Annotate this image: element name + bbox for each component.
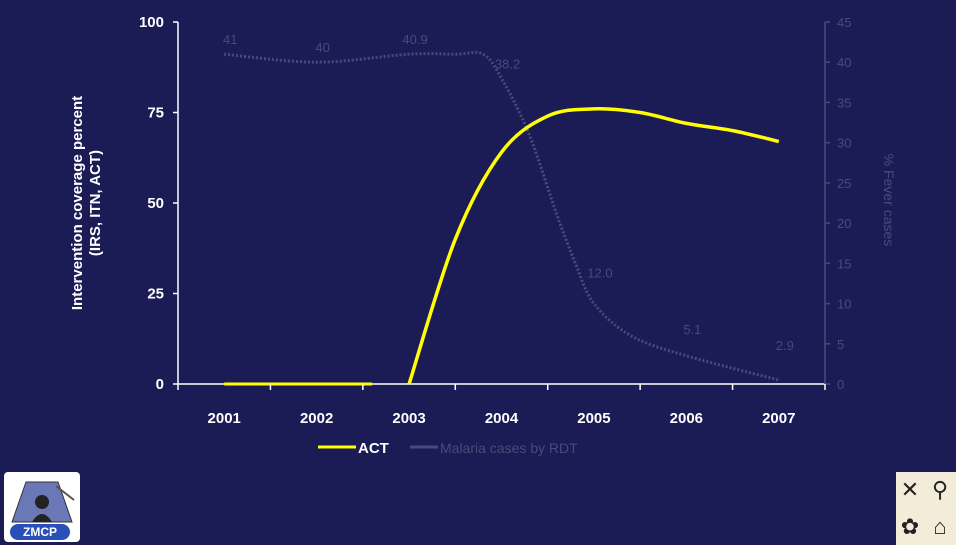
malaria-cases-data-label: 40.9 [402,32,427,47]
zmcp-logo: ZMCP [4,472,80,542]
x-tick-label: 2004 [485,410,519,427]
x-axis-ticks: 2001 2002 2003 2004 2005 2006 2007 [177,384,826,427]
right-tick-label: 5 [837,337,844,352]
malaria-cases-data-label: 41 [223,32,237,47]
house-icon: ⌂ [933,514,947,539]
legend: ACT Malaria cases by RDT [318,440,578,457]
right-tick-label: 0 [837,377,844,392]
malaria-cases-line [224,50,780,382]
zmcp-badge: ZMCP [10,524,70,540]
legend-act-label: ACT [358,440,389,457]
program-icons-logo: ✕ ⚲ ✿ ⌂ [896,472,956,545]
malaria-cases-data-label: 12.0 [587,265,612,280]
right-tick-label: 20 [837,216,851,231]
right-tick-label: 10 [837,297,851,312]
x-tick-label: 2001 [208,410,241,427]
mosquito-icon: ✕ [900,477,920,502]
left-axis-label-line: (IRS, ITN, ACT) [87,150,104,256]
right-axis-ticks: 0 5 10 15 20 25 30 35 40 45 [825,15,851,392]
x-tick-label: 2007 [762,410,795,427]
microscope-icon: ⚲ [931,477,949,502]
malaria-cases-data-label: 5.1 [683,322,701,337]
fan-icon: ✿ [900,514,920,539]
left-tick-label: 0 [156,376,164,393]
right-tick-label: 30 [837,136,851,151]
malaria-cases-data-label: 40 [315,40,329,55]
right-tick-label: 25 [837,176,851,191]
left-axis-label-line: Intervention coverage percent [69,96,86,310]
x-tick-label: 2006 [670,410,703,427]
left-tick-label: 75 [147,105,164,122]
right-tick-label: 45 [837,15,851,30]
zmcp-emblem-icon [11,481,75,523]
left-tick-label: 25 [147,286,164,303]
legend-malaria-label: Malaria cases by RDT [440,440,578,456]
right-axis-label-text: % Fever cases [881,154,897,247]
malaria-cases-data-label: 38.2 [495,56,520,71]
left-axis-ticks: 0 25 50 75 100 [139,14,178,393]
series-malaria-cases: 41 40 40.9 38.2 12.0 5.1 2.9 [223,32,794,382]
left-tick-label: 50 [147,195,164,212]
left-tick-label: 100 [139,14,164,31]
right-tick-label: 40 [837,55,851,70]
series-act [224,107,780,386]
x-tick-label: 2002 [300,410,333,427]
right-axis-label: % Fever cases [881,154,897,247]
left-axis-label: Intervention coverage percent (IRS, ITN, … [69,96,104,310]
right-tick-label: 35 [837,95,851,110]
x-tick-label: 2005 [577,410,610,427]
malaria-cases-data-label: 2.9 [776,338,794,353]
act-line [407,107,780,385]
x-tick-label: 2003 [392,410,425,427]
right-tick-label: 15 [837,256,851,271]
